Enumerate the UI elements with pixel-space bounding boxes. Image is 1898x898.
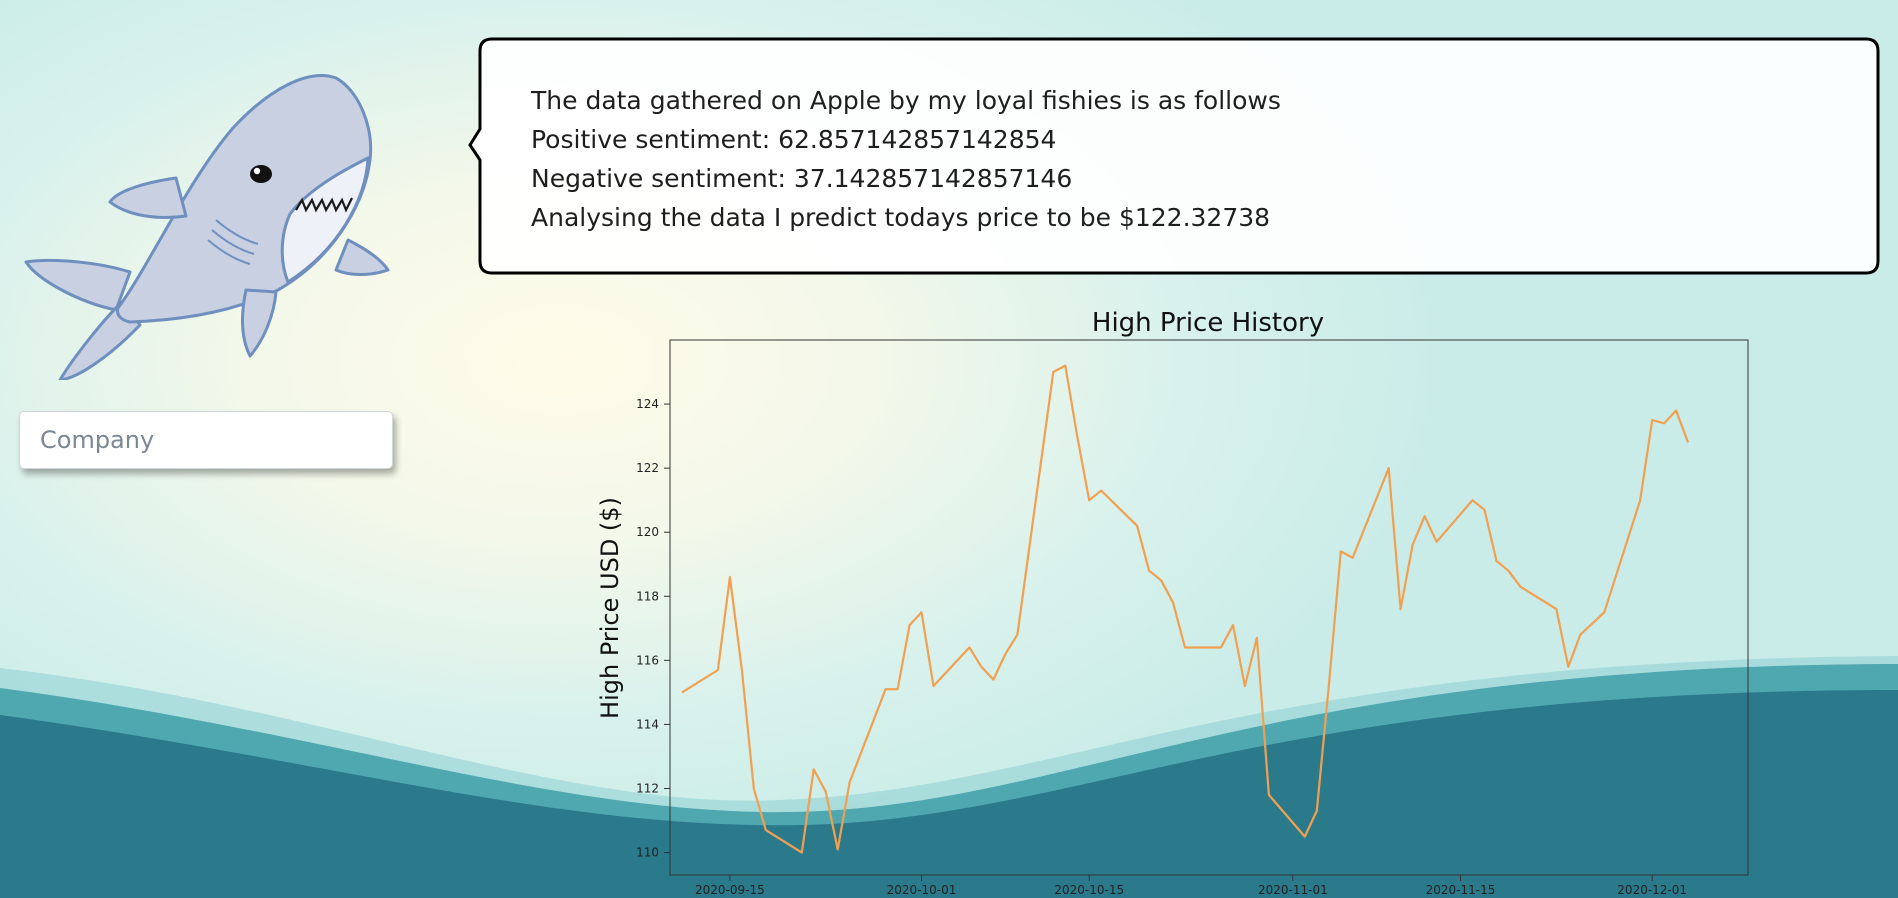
y-tick-label: 124 (636, 397, 659, 411)
y-tick-label: 118 (636, 589, 659, 603)
bubble-line-intro: The data gathered on Apple by my loyal f… (531, 86, 1281, 115)
shark-dorsal-fin (108, 176, 188, 219)
shark-belly (280, 156, 370, 284)
y-tick-label: 122 (636, 461, 659, 475)
x-tick-label: 2020-11-15 (1426, 883, 1496, 897)
y-tick-label: 120 (636, 525, 659, 539)
speech-bubble (468, 37, 1880, 275)
series-line-high-price (681, 364, 1690, 854)
shark-mascot-icon (24, 74, 390, 380)
bubble-line-positive-sentiment: Positive sentiment: 62.857142857142854 (531, 125, 1057, 154)
y-ticks: 110 112 114 116 118 120 122 124 (636, 397, 670, 860)
plot-frame (669, 339, 1749, 876)
bubble-line-negative-sentiment: Negative sentiment: 37.142857142857146 (531, 164, 1073, 193)
y-axis-label: High Price USD ($) (596, 497, 624, 719)
x-ticks: 2020-09-15 2020-10-01 2020-10-15 2020-11-01… (695, 875, 1687, 897)
y-tick-label: 112 (636, 782, 659, 796)
shark-teeth (295, 197, 353, 213)
y-tick-label: 114 (636, 717, 659, 731)
shark-pectoral-fin (241, 288, 278, 358)
high-price-chart: High Price History High Price USD ($) 11… (596, 308, 1749, 897)
wave-front (0, 690, 1898, 898)
y-tick-label: 110 (636, 846, 659, 860)
speech-bubble-text: The data gathered on Apple by my loyal f… (531, 81, 1281, 237)
x-tick-label: 2020-12-01 (1617, 883, 1687, 897)
y-tick-label: 116 (636, 653, 659, 667)
chart-title: High Price History (1092, 308, 1324, 338)
shark-eye (250, 165, 272, 183)
series-layer (681, 364, 1690, 854)
shark-tail-bottom (58, 300, 142, 380)
bubble-line-prediction: Analysing the data I predict todays pric… (531, 203, 1271, 232)
shark-eye-highlight (253, 167, 261, 175)
shark-tail-top (24, 258, 132, 312)
x-tick-label: 2020-11-01 (1258, 883, 1328, 897)
shark-side-fin (334, 238, 390, 276)
x-tick-label: 2020-10-15 (1054, 883, 1124, 897)
speech-bubble-shape (468, 37, 1880, 275)
x-tick-label: 2020-09-15 (695, 883, 765, 897)
shark-gills (207, 219, 259, 265)
x-tick-label: 2020-10-01 (887, 883, 957, 897)
company-input[interactable] (19, 411, 393, 469)
